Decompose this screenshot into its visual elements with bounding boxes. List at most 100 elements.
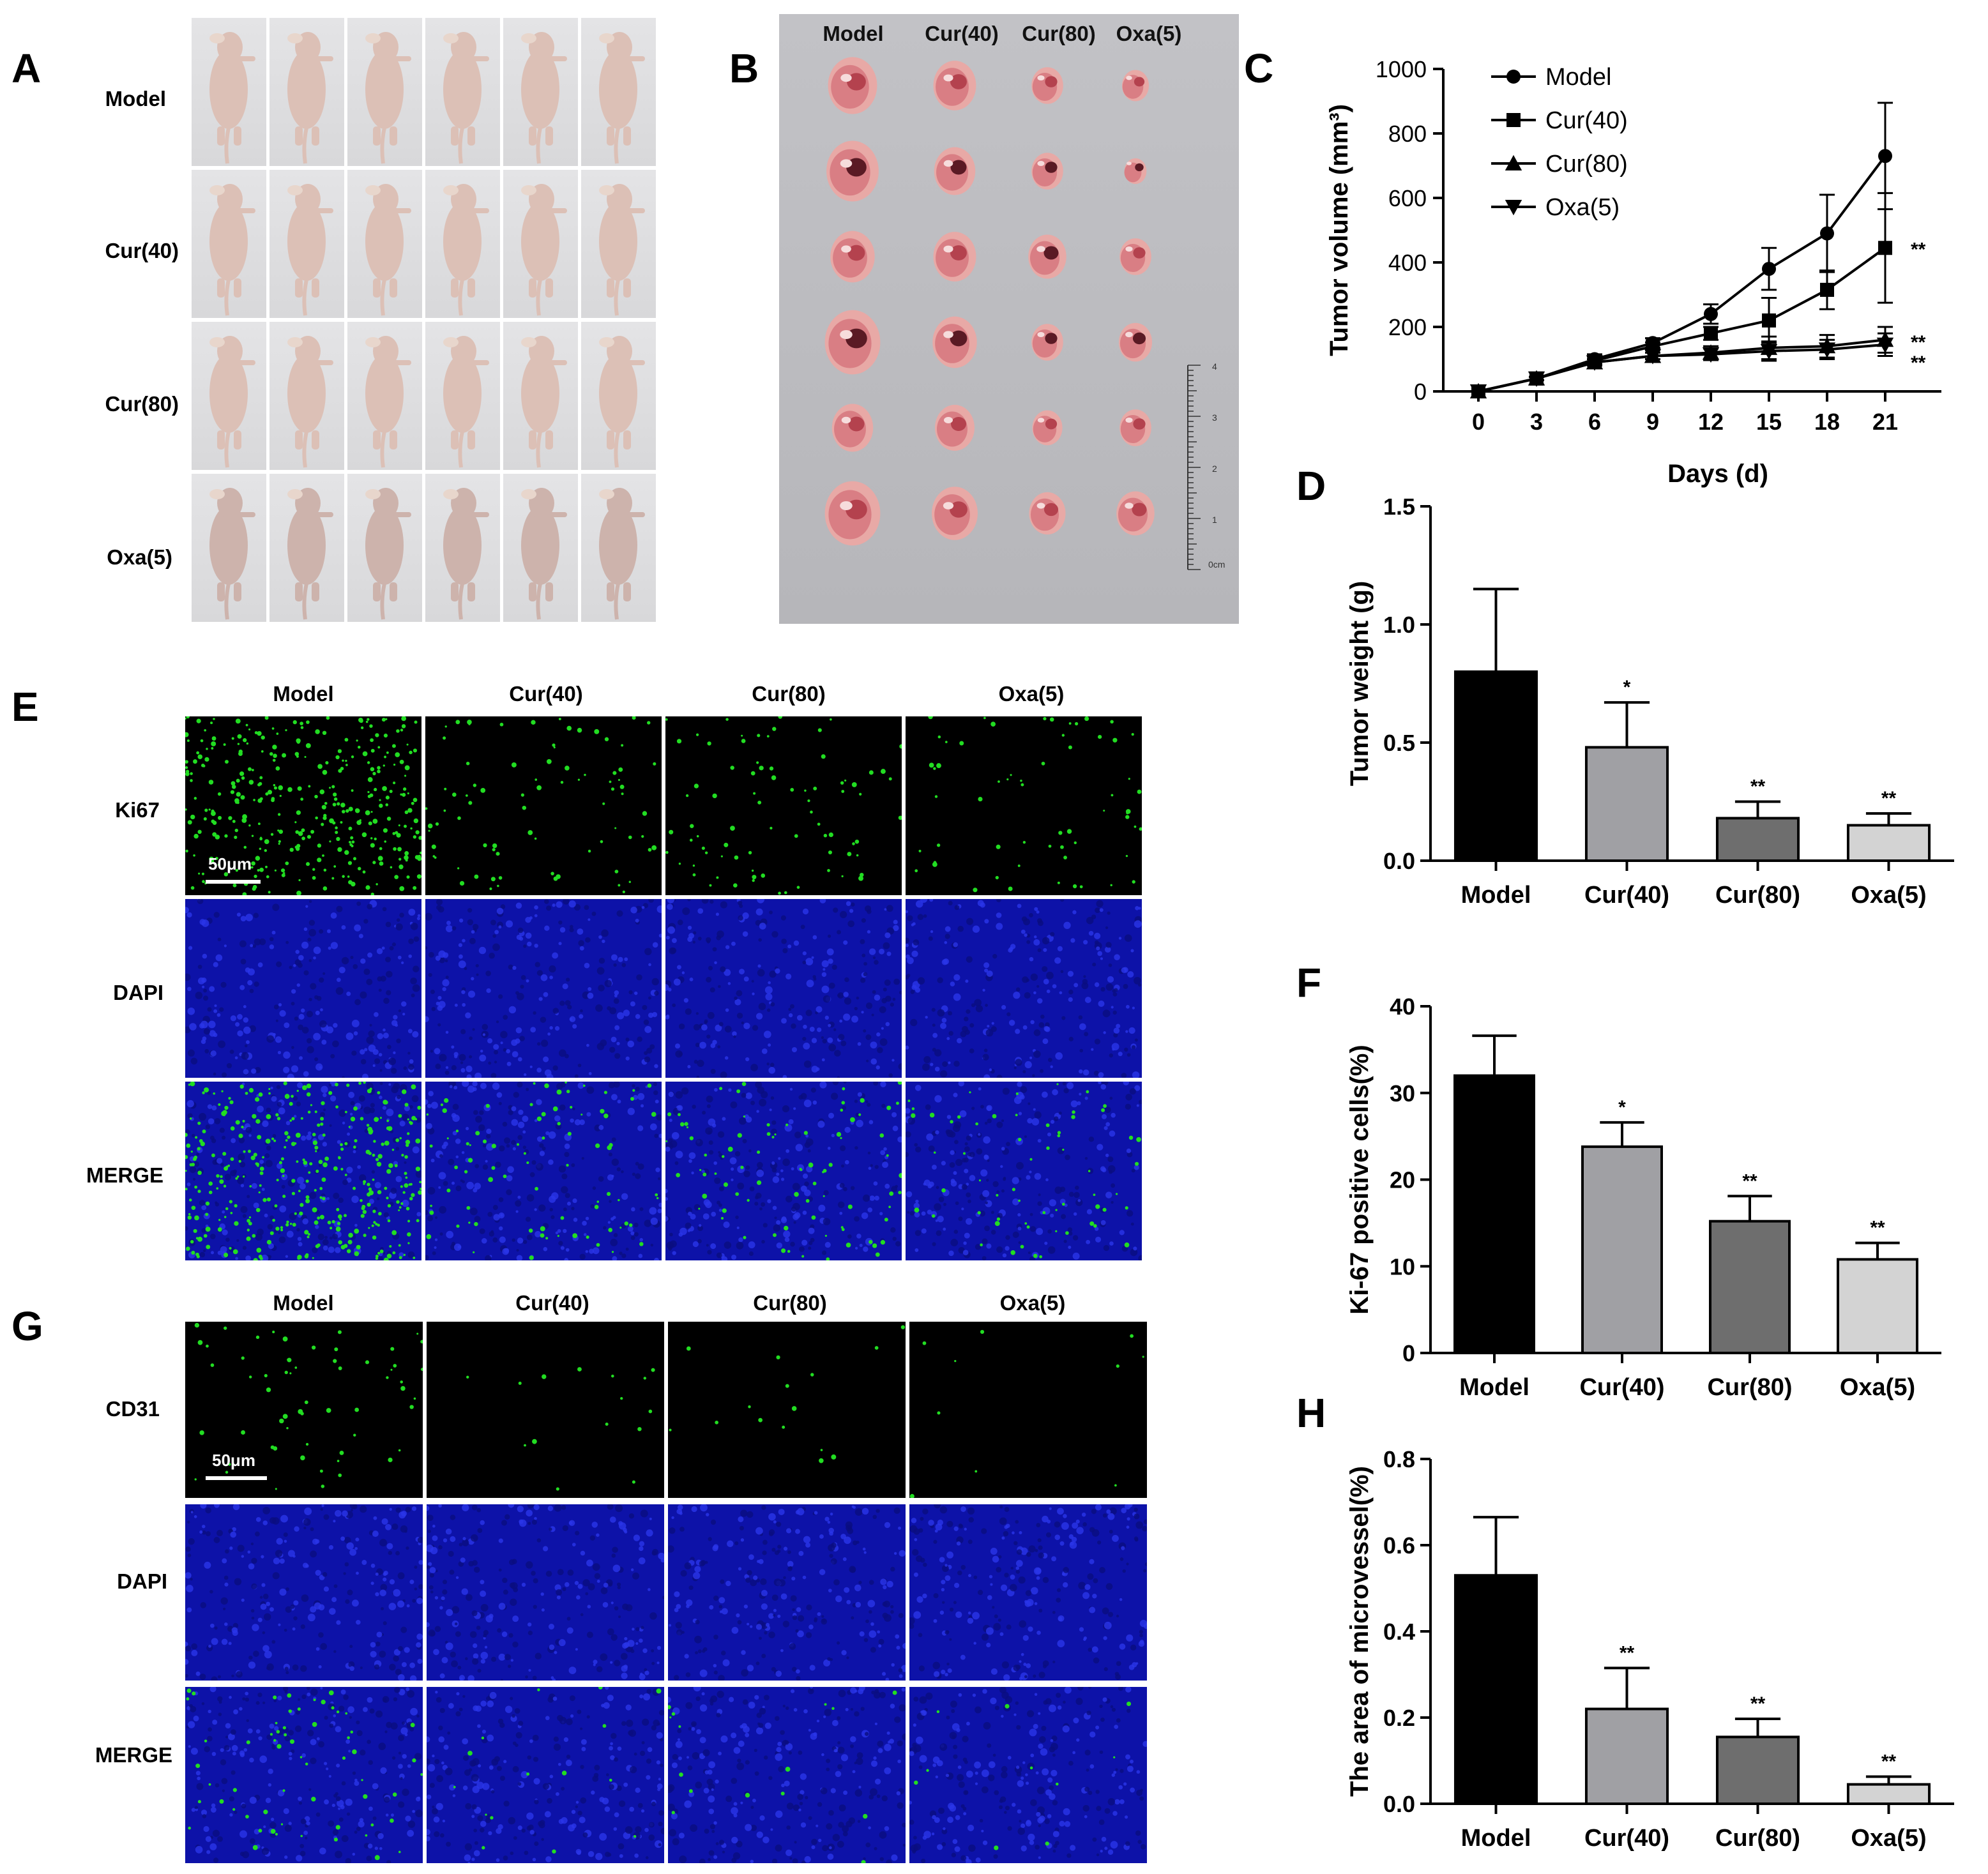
mouse-photo	[347, 170, 422, 318]
mouse-photo	[269, 322, 344, 470]
panel-b-col-label: Cur(80)	[1022, 22, 1096, 45]
x-tick-label: Cur(40)	[1584, 1825, 1669, 1852]
bar	[1584, 1707, 1669, 1805]
y-axis-label: Tumor weight (g)	[1346, 581, 1374, 786]
mouse-icon	[599, 336, 645, 468]
tumor-sample	[824, 310, 881, 375]
cd31-image	[185, 1687, 423, 1863]
tumor-sample	[830, 230, 875, 283]
ki67-image	[665, 1082, 902, 1260]
panel-g-row-label: DAPI	[117, 1569, 167, 1593]
data-point	[1820, 226, 1834, 241]
x-tick-label: 21	[1872, 409, 1898, 435]
tumor-photo	[779, 14, 1239, 624]
mouse-icon	[287, 184, 333, 316]
x-tick-label: Cur(80)	[1715, 1825, 1800, 1852]
data-point	[1760, 344, 1778, 360]
tumor-sample	[932, 316, 977, 368]
significance-mark: **	[1911, 239, 1926, 260]
mouse-photo	[503, 322, 578, 470]
x-tick-label: Model	[1461, 882, 1531, 909]
x-tick-label: 12	[1698, 409, 1724, 435]
mouse-icon	[521, 336, 567, 468]
legend-label: Cur(40)	[1545, 107, 1628, 134]
x-tick-label: Cur(40)	[1579, 1374, 1664, 1401]
mouse-photo	[269, 170, 344, 318]
mouse-photo	[581, 18, 656, 166]
tumor-sample	[933, 61, 976, 110]
ki67-image	[425, 899, 662, 1078]
tumor-sample	[933, 232, 976, 282]
tumor-sample	[1031, 153, 1063, 190]
mouse-icon	[443, 336, 489, 468]
tumor-sample	[1119, 238, 1151, 275]
series-2	[1469, 326, 1894, 398]
bar	[1453, 1074, 1535, 1354]
error-bar	[1855, 1241, 1900, 1260]
panel-g-col-label: Model	[273, 1291, 334, 1315]
panel-g-row-label: CD31	[105, 1397, 160, 1421]
error-bar	[1473, 587, 1519, 672]
ki67-image	[185, 1082, 421, 1260]
legend-label: Oxa(5)	[1545, 194, 1620, 221]
y-tick-label: 40	[1390, 994, 1415, 1020]
y-axis-label: Ki-67 positive cells(%)	[1346, 1045, 1374, 1314]
series-line	[1478, 343, 1886, 393]
cd31-image	[185, 1504, 423, 1681]
mouse-photo	[503, 474, 578, 622]
panel-b-col-label: Oxa(5)	[1116, 22, 1182, 45]
ki67-image	[665, 716, 902, 895]
significance-mark: **	[1742, 1170, 1757, 1191]
microvessel-area-bar-chart: 0.0 0.2 0.4 0.6 0.8 Model Cur(40) ** Cur(80) ** Ox…	[1346, 1446, 1954, 1852]
mouse-icon	[443, 184, 489, 316]
panel-label-f: F	[1296, 960, 1322, 1006]
mouse-photo	[269, 18, 344, 166]
x-axis-label: Days (d)	[1667, 460, 1768, 488]
x-tick-label: Model	[1459, 1374, 1529, 1401]
cd31-image	[427, 1322, 664, 1498]
mouse-photo	[425, 170, 500, 318]
y-tick-label: 0	[1402, 1340, 1415, 1366]
ki67-image	[906, 716, 1142, 895]
bar	[1453, 1574, 1538, 1805]
bar	[1715, 817, 1800, 863]
y-tick-label: 1.5	[1383, 494, 1415, 520]
ki67-image	[185, 716, 421, 895]
mouse-icon	[287, 488, 333, 620]
data-point	[1878, 241, 1892, 255]
mouse-icon	[521, 184, 567, 316]
y-tick-label: 0.4	[1383, 1619, 1415, 1645]
y-axis-label: The area of microvessel(%)	[1346, 1466, 1374, 1797]
tumor-sample	[826, 140, 879, 202]
x-tick-label: 9	[1646, 409, 1659, 435]
ki67-image	[425, 716, 662, 895]
mouse-photo	[503, 170, 578, 318]
y-tick-label: 200	[1388, 314, 1427, 340]
data-point	[1876, 337, 1894, 353]
x-tick-label: Oxa(5)	[1840, 1374, 1915, 1401]
cd31-image	[668, 1687, 906, 1863]
significance-mark: **	[1881, 788, 1897, 809]
mouse-icon	[209, 336, 255, 468]
mouse-photo	[347, 474, 422, 622]
legend-label: Model	[1545, 64, 1612, 91]
ki67-image	[185, 899, 421, 1078]
tumor-volume-line-chart: 0 200 400 600 800 1000 0 3 6 9 12 15 18 21 Days (d) Tum…	[1325, 56, 1941, 488]
ruler-label: 2	[1212, 464, 1217, 474]
mouse-photo	[425, 322, 500, 470]
panel-a-row-label: Model	[105, 87, 166, 110]
mouse-icon	[521, 32, 567, 164]
data-point	[1469, 384, 1487, 400]
ki67-image	[425, 1082, 662, 1260]
tumor-sample	[932, 487, 978, 540]
y-tick-label: 30	[1390, 1080, 1415, 1107]
x-tick-label: Cur(40)	[1584, 882, 1669, 909]
error-bar	[1604, 701, 1650, 748]
data-point	[1702, 347, 1720, 363]
legend-entry: Cur(80)	[1491, 151, 1628, 178]
tumor-sample	[1029, 492, 1066, 535]
mouse-icon	[365, 488, 411, 620]
tumor-sample	[1032, 410, 1063, 446]
tumor-sample	[1119, 409, 1151, 446]
mouse-icon	[209, 488, 255, 620]
